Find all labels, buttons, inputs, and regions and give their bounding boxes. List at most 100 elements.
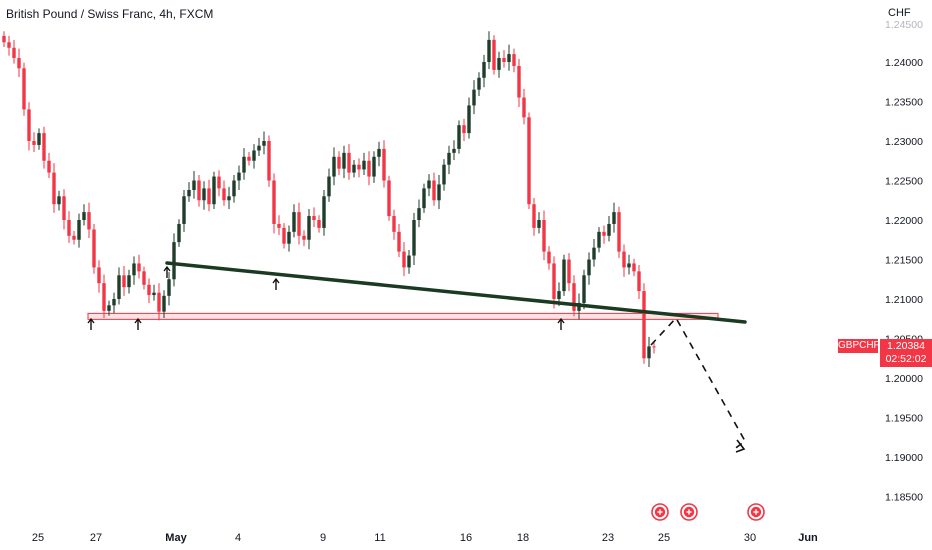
candle xyxy=(82,204,86,226)
candle-body xyxy=(307,216,311,240)
candle-body xyxy=(232,180,236,197)
candle-body xyxy=(42,133,46,161)
candle xyxy=(137,254,141,279)
candle-body xyxy=(422,188,426,209)
candle xyxy=(262,131,266,155)
candle-body xyxy=(547,251,551,264)
candle-body xyxy=(602,231,606,236)
candle xyxy=(22,62,26,116)
candle xyxy=(117,267,121,305)
candle-body xyxy=(632,263,636,272)
candle xyxy=(192,171,196,199)
x-tick-label: Jun xyxy=(798,532,818,544)
bar-countdown: 02:52:02 xyxy=(885,353,927,365)
x-tick-label: 18 xyxy=(517,532,529,544)
candle xyxy=(402,242,406,277)
candle-body xyxy=(537,220,541,228)
candle xyxy=(282,223,286,249)
candle-body xyxy=(2,35,6,43)
candle xyxy=(212,171,216,209)
candle xyxy=(87,202,91,239)
candle xyxy=(387,175,391,221)
candle xyxy=(272,173,276,234)
candle-body xyxy=(212,176,216,205)
price-badge: 1.20384 02:52:02 xyxy=(880,339,932,367)
candle xyxy=(357,158,361,178)
candle xyxy=(27,102,31,151)
y-tick-label: 1.24000 xyxy=(885,57,923,69)
candle xyxy=(182,189,186,232)
event-flag-icon xyxy=(680,503,698,521)
candle xyxy=(112,292,116,314)
candle xyxy=(552,256,556,309)
candle xyxy=(222,180,226,206)
last-price-value: 1.20384 xyxy=(887,340,925,352)
candle xyxy=(92,223,96,274)
candle-body xyxy=(67,220,71,236)
arrow-head xyxy=(272,277,280,284)
candle-body xyxy=(222,188,226,201)
candle-body xyxy=(487,39,491,62)
trendline xyxy=(165,261,747,324)
candle-body xyxy=(47,160,51,173)
candle-body xyxy=(372,156,376,177)
candle xyxy=(297,202,301,245)
candle-body xyxy=(72,235,76,240)
candle-body xyxy=(497,58,501,70)
candle xyxy=(97,260,101,293)
candle-body xyxy=(302,235,306,240)
candle-body xyxy=(242,156,246,173)
candle xyxy=(337,151,341,175)
candle-body xyxy=(257,145,261,151)
support-zone xyxy=(87,312,719,320)
candle xyxy=(442,159,446,191)
candle xyxy=(537,212,541,234)
x-tick-label: 25 xyxy=(32,532,44,544)
candle xyxy=(12,39,16,64)
x-tick-label: 9 xyxy=(320,532,326,544)
candle xyxy=(197,174,201,207)
candle-body xyxy=(357,164,361,170)
candle xyxy=(32,132,36,153)
candle-body xyxy=(322,196,326,228)
candle-body xyxy=(142,271,146,285)
candle xyxy=(292,204,296,238)
candle-body xyxy=(197,180,201,201)
x-tick-label: 4 xyxy=(235,532,241,544)
candle xyxy=(52,163,56,213)
candle xyxy=(502,50,506,68)
candle xyxy=(582,269,586,310)
candle-body xyxy=(12,47,16,59)
candle-body xyxy=(637,271,641,292)
candle-body xyxy=(397,231,401,252)
candle xyxy=(67,211,71,243)
arrow-head xyxy=(557,317,565,324)
candle xyxy=(77,213,81,248)
candle-body xyxy=(477,77,481,90)
candle-body xyxy=(202,188,206,201)
candle-body xyxy=(107,305,111,311)
y-tick-label: 1.23500 xyxy=(885,97,923,109)
candle-body xyxy=(22,68,26,110)
candle xyxy=(637,265,641,299)
candle-body xyxy=(577,302,581,311)
candle-body xyxy=(592,247,596,260)
candle xyxy=(37,128,41,150)
candle-body xyxy=(7,42,11,48)
candle xyxy=(477,72,481,96)
candle-body xyxy=(347,152,351,173)
candle xyxy=(572,275,576,317)
candle-body xyxy=(157,292,161,312)
x-tick-label: 23 xyxy=(602,532,614,544)
candle xyxy=(7,35,11,56)
candle-body xyxy=(542,220,546,252)
candle-body xyxy=(562,259,566,292)
candle-body xyxy=(407,255,411,268)
candle-body xyxy=(552,263,556,299)
candle-body xyxy=(502,58,506,62)
candle xyxy=(322,189,326,236)
candle xyxy=(487,31,491,70)
candle-body xyxy=(137,263,141,272)
